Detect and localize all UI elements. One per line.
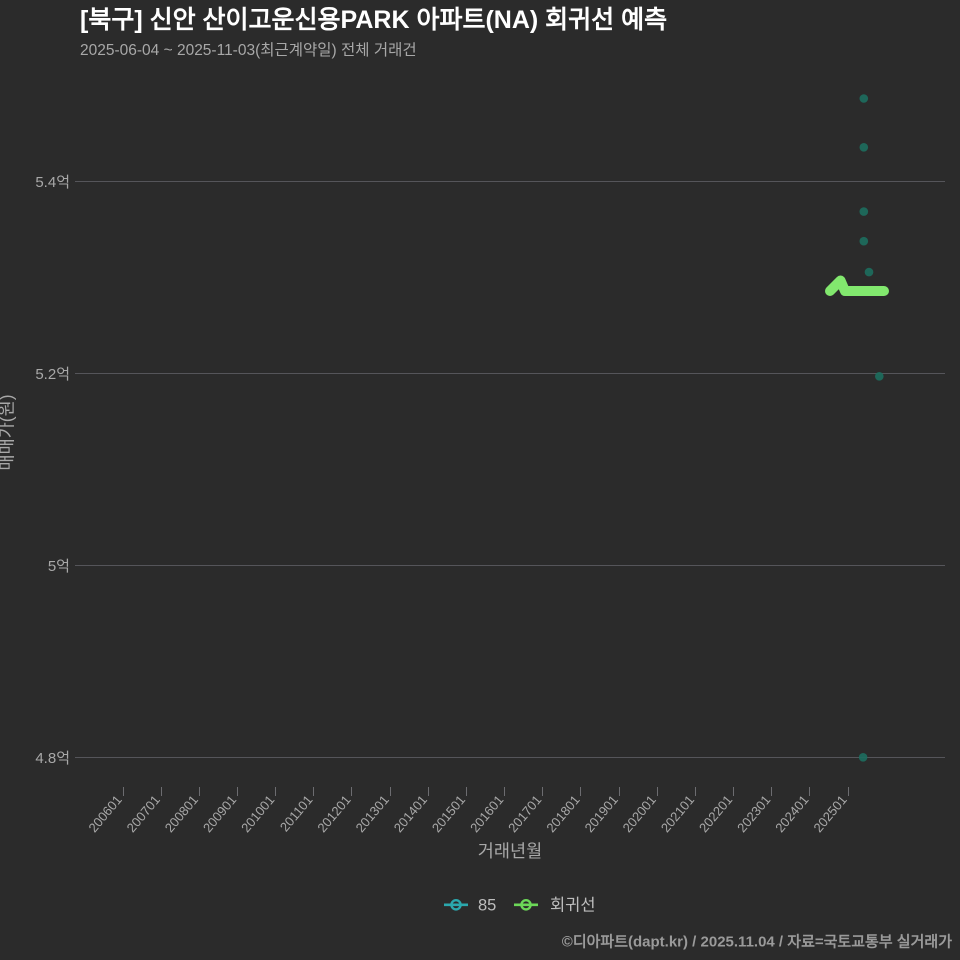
svg-text:85: 85 bbox=[478, 897, 496, 915]
svg-text:회귀선: 회귀선 bbox=[550, 896, 596, 915]
svg-text:©디아파트(dapt.kr) / 2025.11.04 /: ©디아파트(dapt.kr) / 2025.11.04 / 자료=국토교통부 실… bbox=[562, 934, 952, 951]
